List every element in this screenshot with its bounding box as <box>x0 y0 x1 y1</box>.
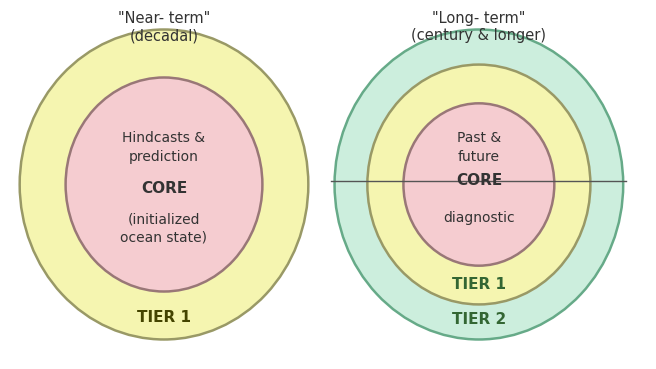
Ellipse shape <box>20 30 308 339</box>
Text: TIER 1: TIER 1 <box>452 277 506 292</box>
Text: "Long- term"
(century & longer): "Long- term" (century & longer) <box>411 11 546 44</box>
Text: CORE: CORE <box>141 181 187 196</box>
Text: TIER 1: TIER 1 <box>137 310 191 325</box>
Text: CORE: CORE <box>456 173 502 188</box>
Text: TIER 2: TIER 2 <box>452 312 506 327</box>
Text: "Near- term"
(decadal): "Near- term" (decadal) <box>118 11 210 44</box>
Text: diagnostic: diagnostic <box>443 211 515 225</box>
Ellipse shape <box>66 77 262 292</box>
Text: Past &
future: Past & future <box>457 131 501 164</box>
Text: Hindcasts &
prediction: Hindcasts & prediction <box>123 131 205 164</box>
Ellipse shape <box>367 65 590 304</box>
Ellipse shape <box>335 30 623 339</box>
Text: (initialized
ocean state): (initialized ocean state) <box>121 213 207 245</box>
Ellipse shape <box>403 103 554 266</box>
